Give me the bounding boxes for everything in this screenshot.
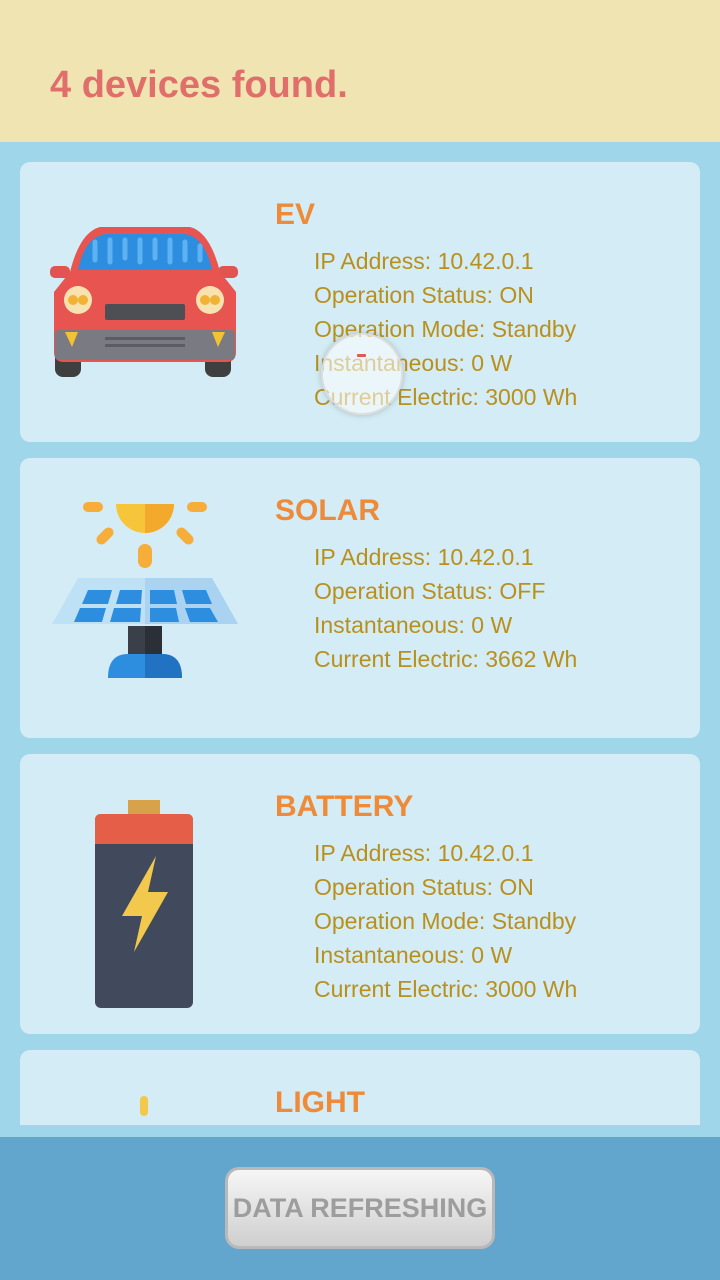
operation-status: Operation Status: OFF: [314, 578, 546, 604]
device-list[interactable]: EV IP Address: 10.42.0.1 Operation Statu…: [0, 142, 720, 1125]
instantaneous-power: Instantaneous: 0 W: [314, 612, 513, 638]
device-card-light[interactable]: LIGHT: [20, 1050, 700, 1125]
touch-indicator: [321, 333, 403, 415]
operation-status: Operation Status: ON: [314, 874, 534, 900]
ip-address: IP Address: 10.42.0.1: [314, 248, 534, 274]
car-icon: [50, 182, 240, 422]
current-electric: Current Electric: 3000 Wh: [314, 976, 578, 1002]
device-name: SOLAR: [275, 494, 380, 527]
battery-icon: [50, 774, 240, 1014]
data-refreshing-button[interactable]: DATA REFRESHING: [225, 1167, 495, 1249]
current-electric: Current Electric: 3662 Wh: [314, 646, 578, 672]
operation-status: Operation Status: ON: [314, 282, 534, 308]
ip-address: IP Address: 10.42.0.1: [314, 544, 534, 570]
device-name: EV: [275, 198, 316, 231]
devices-found-title: 4 devices found.: [50, 64, 348, 106]
device-info: IP Address: 10.42.0.1 Operation Status: …: [314, 836, 577, 1006]
device-card-solar[interactable]: SOLAR IP Address: 10.42.0.1 Operation St…: [20, 458, 700, 738]
ip-address: IP Address: 10.42.0.1: [314, 840, 534, 866]
footer-bar: DATA REFRESHING: [0, 1137, 720, 1280]
solar-panel-icon: [50, 478, 240, 718]
device-card-battery[interactable]: BATTERY IP Address: 10.42.0.1 Operation …: [20, 754, 700, 1034]
device-card-ev[interactable]: EV IP Address: 10.42.0.1 Operation Statu…: [20, 162, 700, 442]
light-bulb-icon: [50, 1070, 240, 1125]
instantaneous-power: Instantaneous: 0 W: [314, 942, 513, 968]
device-name: LIGHT: [275, 1086, 365, 1119]
header-bar: 4 devices found.: [0, 0, 720, 142]
device-name: BATTERY: [275, 790, 414, 823]
operation-mode: Operation Mode: Standby: [314, 908, 577, 934]
device-info: IP Address: 10.42.0.1 Operation Status: …: [314, 540, 577, 676]
